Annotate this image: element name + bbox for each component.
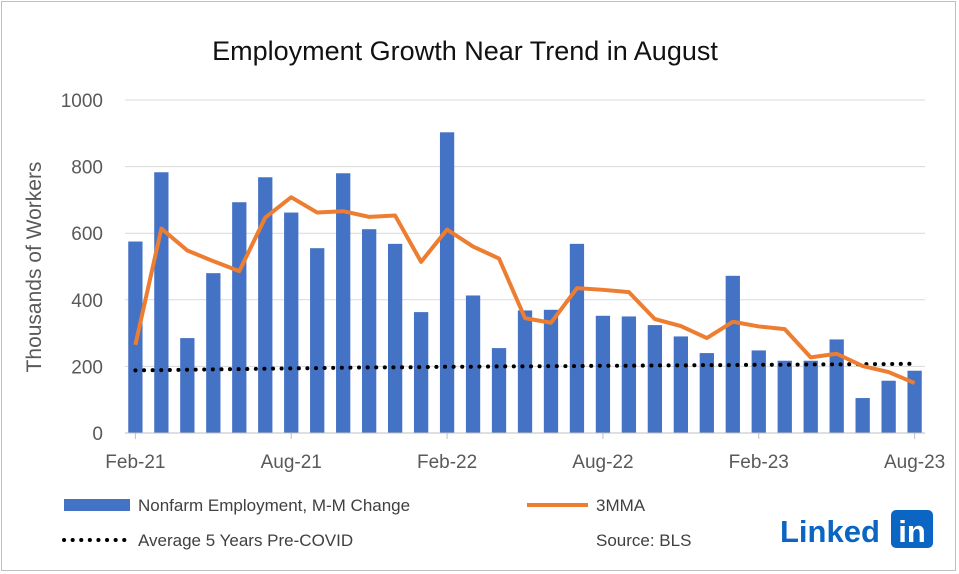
bar [673, 336, 688, 433]
y-tick-label: 400 [71, 291, 103, 312]
bar [595, 315, 611, 433]
x-tick-label: Aug-21 [261, 452, 322, 473]
logo-text: Linked [780, 514, 880, 549]
bar [725, 275, 740, 433]
bar [517, 310, 533, 433]
bar [777, 360, 792, 433]
bar [362, 229, 377, 433]
x-tick-label: Feb-22 [417, 452, 477, 473]
bar [621, 316, 637, 433]
bar [465, 295, 481, 433]
bar [543, 309, 559, 433]
mma-series [133, 195, 916, 385]
x-tick-label: Feb-21 [105, 452, 165, 473]
legend-label-bars: Nonfarm Employment, M-M Change [138, 496, 410, 515]
y-tick-label: 600 [71, 224, 103, 245]
bar [855, 398, 870, 433]
mma-line [133, 195, 916, 385]
x-tick-label: Aug-23 [884, 452, 945, 473]
bar [258, 177, 273, 433]
bar [336, 173, 351, 433]
y-tick-label: 800 [71, 158, 103, 179]
bar [387, 243, 403, 433]
bar [803, 360, 818, 433]
source-text: Source: BLS [596, 531, 691, 550]
bar [284, 212, 299, 433]
bar-series [128, 132, 922, 434]
bar [491, 348, 507, 433]
logo-box [891, 510, 933, 548]
bar [699, 353, 714, 433]
y-tick-label: 1000 [61, 91, 103, 112]
bar [881, 380, 896, 433]
logo-box-text: in [898, 514, 926, 549]
y-tick-label: 200 [71, 357, 103, 378]
bar [232, 202, 247, 433]
chart-title: Employment Growth Near Trend in August [212, 36, 718, 66]
legend: Nonfarm Employment, M-M Change 3MMA Aver… [62, 496, 646, 550]
bar [413, 312, 429, 433]
bar [569, 243, 585, 433]
average-line [133, 361, 917, 373]
bar [751, 350, 766, 433]
bar [180, 338, 195, 433]
bar [310, 248, 325, 433]
x-tick-labels: Feb-21 Aug-21 Feb-22 Aug-22 Feb-23 Aug-23 [105, 433, 945, 473]
y-tick-labels: 0 200 400 600 800 1000 [61, 91, 103, 445]
x-tick-label: Feb-23 [729, 452, 789, 473]
bar [647, 325, 663, 433]
bar [907, 370, 922, 433]
legend-label-average: Average 5 Years Pre-COVID [138, 531, 353, 550]
y-axis-label: Thousands of Workers [23, 162, 46, 373]
x-tick-label: Aug-22 [572, 452, 633, 473]
legend-label-mma: 3MMA [596, 496, 646, 515]
linkedin-logo: Linked in [780, 510, 933, 549]
legend-swatch-bars [64, 499, 130, 511]
average-series [133, 361, 917, 373]
bar [439, 132, 455, 433]
bar [206, 273, 221, 433]
y-tick-label: 0 [92, 424, 103, 445]
bar [154, 172, 169, 434]
